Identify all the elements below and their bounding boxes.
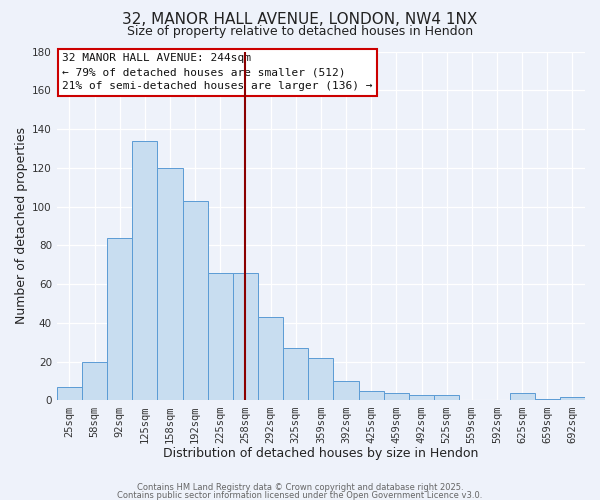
Bar: [359, 391, 384, 400]
Bar: [132, 140, 157, 400]
Bar: [107, 238, 132, 400]
Bar: [308, 358, 334, 401]
Bar: [334, 381, 359, 400]
Text: Contains public sector information licensed under the Open Government Licence v3: Contains public sector information licen…: [118, 490, 482, 500]
Bar: [384, 392, 409, 400]
Bar: [57, 387, 82, 400]
Bar: [82, 362, 107, 401]
Bar: [283, 348, 308, 401]
Bar: [409, 394, 434, 400]
Bar: [182, 201, 208, 400]
Bar: [233, 272, 258, 400]
Bar: [434, 394, 459, 400]
Text: 32, MANOR HALL AVENUE, LONDON, NW4 1NX: 32, MANOR HALL AVENUE, LONDON, NW4 1NX: [122, 12, 478, 28]
Bar: [208, 272, 233, 400]
Bar: [535, 398, 560, 400]
Y-axis label: Number of detached properties: Number of detached properties: [15, 128, 28, 324]
Bar: [258, 317, 283, 400]
Text: 32 MANOR HALL AVENUE: 244sqm
← 79% of detached houses are smaller (512)
21% of s: 32 MANOR HALL AVENUE: 244sqm ← 79% of de…: [62, 53, 373, 91]
Text: Contains HM Land Registry data © Crown copyright and database right 2025.: Contains HM Land Registry data © Crown c…: [137, 483, 463, 492]
X-axis label: Distribution of detached houses by size in Hendon: Distribution of detached houses by size …: [163, 447, 479, 460]
Bar: [560, 396, 585, 400]
Bar: [509, 392, 535, 400]
Bar: [157, 168, 182, 400]
Text: Size of property relative to detached houses in Hendon: Size of property relative to detached ho…: [127, 25, 473, 38]
